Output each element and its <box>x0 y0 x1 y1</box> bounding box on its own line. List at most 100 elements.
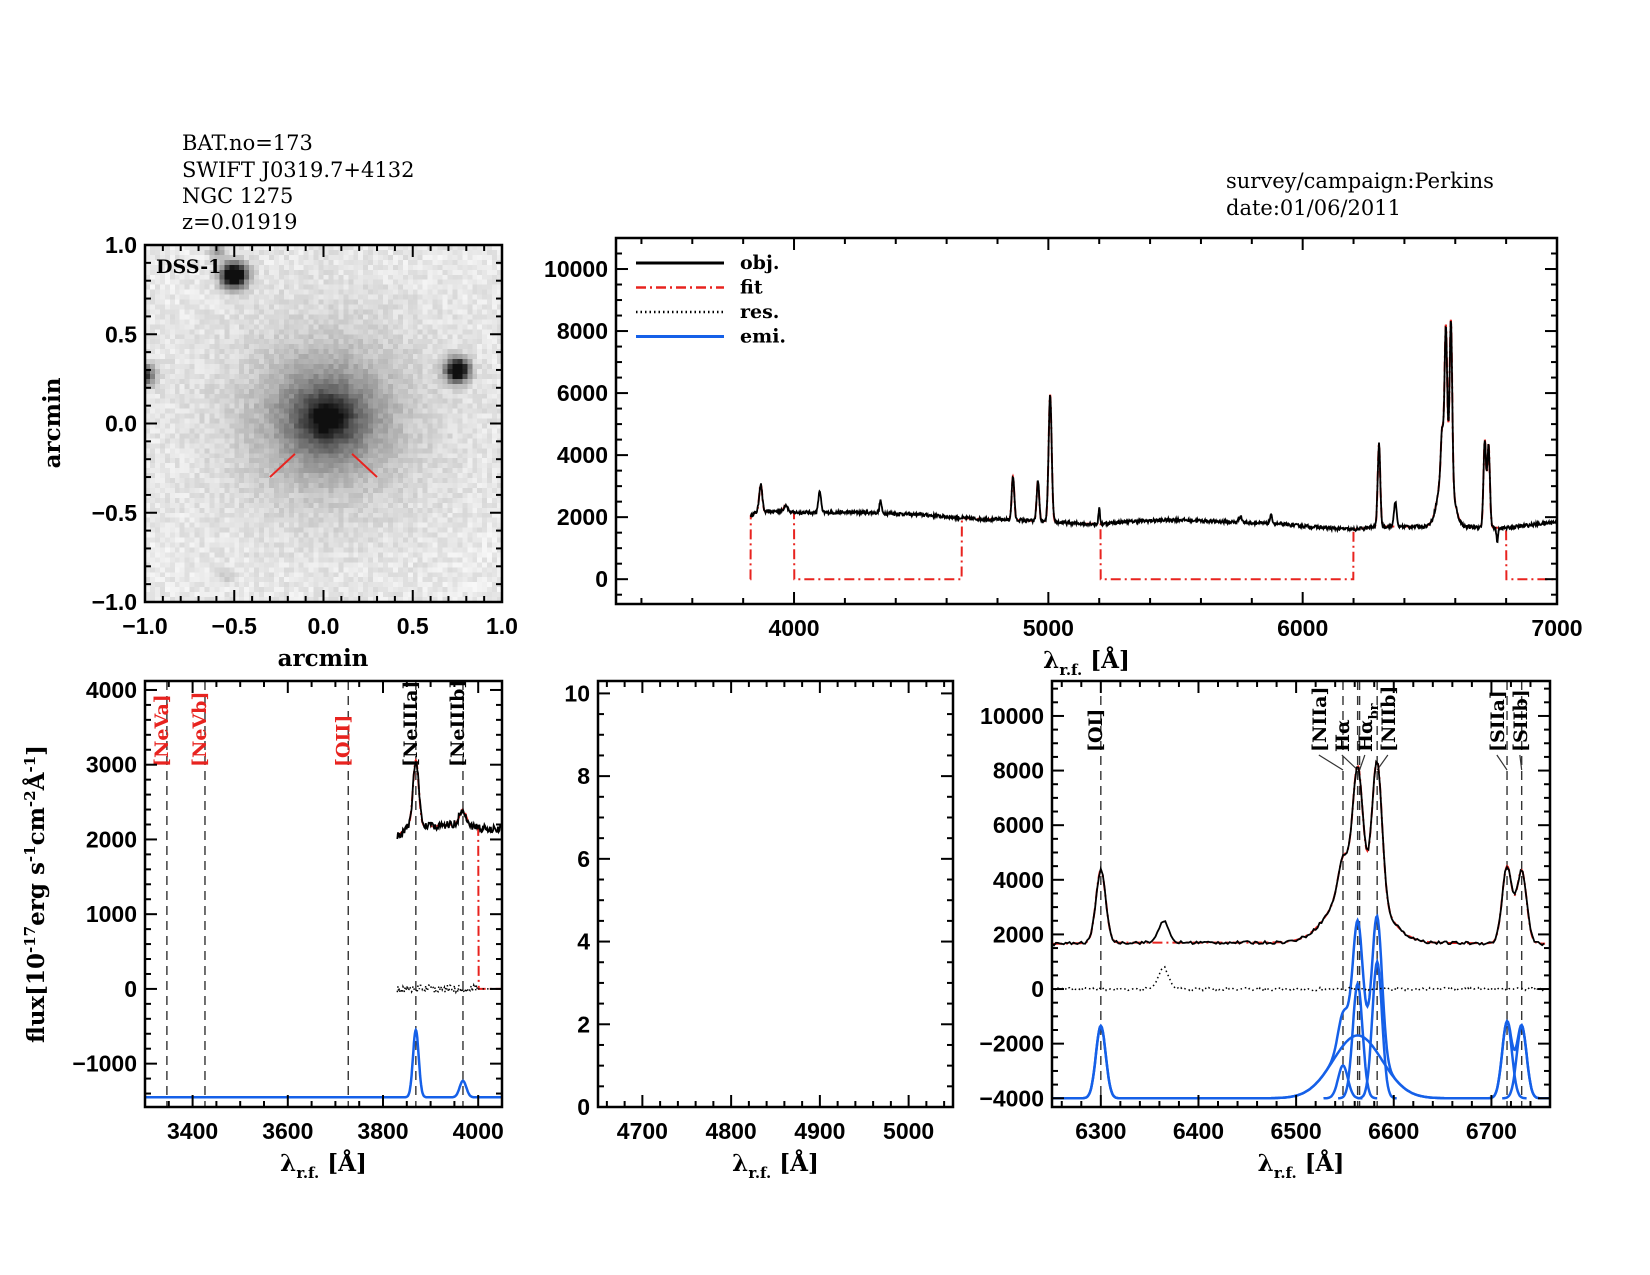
line-marker: [NeVa] <box>151 681 173 1107</box>
line-marker-label-text: [NeIIIb] <box>447 680 469 767</box>
target-marker-right <box>351 453 378 478</box>
y-axis-label: arcmin <box>39 377 66 468</box>
emission-component <box>1260 1034 1456 1100</box>
y-tick-label: 3000 <box>86 752 137 778</box>
y-tick-label: 0 <box>124 976 137 1002</box>
x-tick-label: 0.0 <box>308 613 340 639</box>
y-axis-label: flux[10-17erg s-1cm-2Å-1] <box>489 272 518 570</box>
y-tick-label: −2000 <box>979 1031 1044 1057</box>
hbeta-axes: 4700 4800 4900 5000 0 2 4 6 8 10 λr.f. [Å] <box>564 679 955 1182</box>
y-tick-label: 0 <box>577 1094 590 1120</box>
line-marker-leader <box>1496 754 1508 771</box>
line-marker-leader <box>1359 754 1366 771</box>
y-axis-label-text: flux[10 <box>23 953 50 1043</box>
y-tick-label: 0.5 <box>105 321 137 347</box>
x-tick-label: 6600 <box>1368 1118 1419 1144</box>
y-tick-label: 6000 <box>557 380 608 406</box>
x-axis-label-symbol: λ <box>1258 1150 1274 1177</box>
line-marker-label-text: Hα <box>1332 719 1354 752</box>
x-tick-label: 3600 <box>262 1118 313 1144</box>
line-marker-label-text: [SIIb] <box>1510 689 1532 752</box>
residual-line <box>396 982 502 995</box>
y-tick-label: 6000 <box>993 812 1044 838</box>
y-tick-label: −0.5 <box>92 500 138 526</box>
y-axis-label-text: ] <box>23 745 50 756</box>
y-tick-label: 2 <box>577 1011 590 1037</box>
hbeta-panel: 4700 4800 4900 5000 0 2 4 6 8 10 λr.f. [Å] <box>564 679 955 1182</box>
y-tick-label: 10000 <box>544 256 608 282</box>
y-tick-label: 4000 <box>86 677 137 703</box>
emission-component <box>1357 957 1397 1100</box>
line-marker-label-text: [NeVb] <box>189 692 211 767</box>
x-axis-label: λr.f. [Å] <box>732 1150 819 1182</box>
fit-line <box>1052 758 1546 945</box>
x-tick-label: 4700 <box>617 1118 668 1144</box>
line-marker-label-text: Hα <box>1355 719 1377 752</box>
y-tick-label: 0.0 <box>105 411 137 437</box>
y-axis-label-text: flux[10 <box>491 480 518 570</box>
line-marker-label-text: [OII] <box>332 715 354 767</box>
y-tick-label: 8 <box>577 763 590 789</box>
overview-panel: 4000 5000 6000 70000200040006000800010000λr… <box>489 236 1583 679</box>
obj-spectrum-line <box>1052 759 1545 947</box>
x-tick-label: −0.5 <box>212 613 258 639</box>
legend-item: obj. <box>636 252 779 274</box>
x-axis-label-subscript: r.f. <box>1274 1164 1297 1182</box>
x-tick-label: 6000 <box>1277 615 1328 641</box>
line-marker-label: [OI] <box>1085 709 1107 752</box>
y-tick-label: 4000 <box>557 442 608 468</box>
x-axis-label-symbol: λ <box>280 1150 296 1177</box>
x-tick-label: 6400 <box>1173 1118 1224 1144</box>
observation-date: date:01/06/2011 <box>1226 196 1401 220</box>
line-marker: [SIIa] <box>1487 681 1509 1107</box>
x-tick-label: 5000 <box>1023 615 1074 641</box>
x-tick-label: 6700 <box>1466 1118 1517 1144</box>
x-tick-label: 3800 <box>357 1118 408 1144</box>
y-tick-label: −1000 <box>72 1051 137 1077</box>
emission-component <box>1323 1064 1363 1100</box>
legend-label: fit <box>740 277 763 299</box>
y-tick-label: 10000 <box>980 703 1044 729</box>
y-tick-label: 2000 <box>557 504 608 530</box>
y-tick-label: 4000 <box>993 867 1044 893</box>
obj-spectrum-line <box>396 761 502 840</box>
image-frame <box>143 243 504 604</box>
obj-spectrum-line <box>749 320 1557 544</box>
legend-item: res. <box>636 301 779 323</box>
y-tick-label: 2000 <box>86 826 137 852</box>
image-axes: −1.0 −0.5 0.0 0.5 1.0 −1.0 −0.5 0.0 0.5 1.0 <box>92 232 518 639</box>
y-tick-label: 1000 <box>86 901 137 927</box>
x-axis-label: arcmin <box>278 645 369 672</box>
blue-frame <box>143 679 504 1109</box>
y-axis-label-superscript: -2 <box>21 790 39 807</box>
line-marker-label: [NeIIIa] <box>400 681 422 767</box>
y-axis-label-text: erg s <box>23 862 50 926</box>
fit-line <box>749 319 1557 581</box>
line-marker-label: [NIIb] <box>1378 686 1400 752</box>
y-axis-label-text: Å <box>23 771 50 791</box>
dss-galaxy-image <box>145 245 502 602</box>
y-axis-label-text: erg s <box>491 389 518 453</box>
y-axis-label-superscript: -1 <box>21 756 39 773</box>
header-info: BAT.no=173 SWIFT J0319.7+4132 NGC 1275 z… <box>182 131 1494 234</box>
legend-label: res. <box>740 301 779 323</box>
y-axis-label-superscript: -1 <box>489 283 507 300</box>
x-tick-label: 3400 <box>167 1118 218 1144</box>
emission-component <box>1081 1023 1121 1100</box>
line-marker-leader <box>1341 754 1359 771</box>
residual-line <box>1052 965 1545 992</box>
legend-item: fit <box>636 277 763 299</box>
line-marker: [NIIb] <box>1376 681 1400 1107</box>
ngc-name: NGC 1275 <box>182 184 293 208</box>
line-marker: [SIIb] <box>1510 681 1532 1107</box>
y-axis-label-text: cm <box>491 334 518 372</box>
line-marker-label-text: [NeIIIa] <box>400 681 422 767</box>
x-axis-label-unit: [Å] <box>319 1150 367 1177</box>
line-marker: [NeVb] <box>189 681 211 1107</box>
line-marker-label-text: [NeVa] <box>151 694 173 767</box>
x-axis-label-unit: [Å] <box>1082 647 1130 674</box>
x-axis-label-unit: [Å] <box>771 1150 819 1177</box>
